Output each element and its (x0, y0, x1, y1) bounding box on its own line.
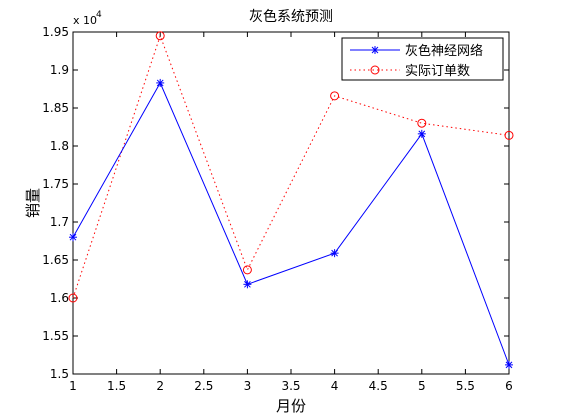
x-tick-label: 5.5 (456, 379, 475, 393)
y-axis-label: 销量 (24, 188, 42, 218)
y-tick-label: 1.95 (42, 25, 69, 39)
x-tick-label: 3.5 (281, 379, 300, 393)
data-point-marker (156, 79, 164, 87)
x-tick-label: 6 (505, 379, 513, 393)
y-tick-label: 1.8 (50, 139, 69, 153)
y-tick-label: 1.65 (42, 253, 69, 267)
x-tick-label: 5 (418, 379, 426, 393)
data-point-marker (243, 280, 251, 288)
y-tick-label: 1.85 (42, 101, 69, 115)
y-exponent-base: x 10 (73, 14, 97, 27)
x-tick-label: 4.5 (369, 379, 388, 393)
y-tick-label: 1.6 (50, 291, 69, 305)
y-tick-label: 1.9 (50, 63, 69, 77)
y-tick-label: 1.55 (42, 329, 69, 343)
x-tick-label: 1 (69, 379, 77, 393)
y-tick-label: 1.7 (50, 215, 69, 229)
x-axis-label: 月份 (276, 397, 306, 415)
x-tick-label: 3 (244, 379, 252, 393)
legend-marker (371, 46, 379, 54)
y-tick-label: 1.75 (42, 177, 69, 191)
legend-label: 灰色神经网络 (405, 43, 483, 59)
data-point-marker (69, 233, 77, 241)
y-exponent-power: 4 (96, 10, 102, 20)
plot-area (73, 32, 509, 374)
x-tick-label: 2.5 (194, 379, 213, 393)
x-tick-label: 2 (156, 379, 164, 393)
x-tick-label: 4 (331, 379, 339, 393)
legend-label: 实际订单数 (405, 64, 470, 79)
x-tick-label: 1.5 (107, 379, 126, 393)
data-point-marker (331, 249, 339, 257)
data-point-marker (505, 361, 513, 369)
y-tick-label: 1.5 (50, 367, 69, 381)
chart-title: 灰色系统预测 (249, 8, 333, 25)
data-point-marker (418, 130, 426, 138)
